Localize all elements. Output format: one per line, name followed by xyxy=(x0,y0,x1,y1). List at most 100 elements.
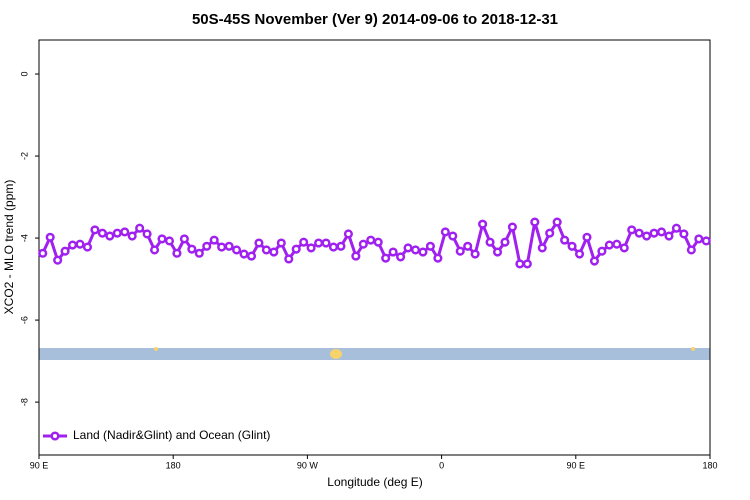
y-tick-label: -2 xyxy=(19,152,29,160)
data-point xyxy=(515,259,525,269)
data-point xyxy=(45,232,55,242)
data-point xyxy=(589,256,599,266)
data-point xyxy=(664,231,674,241)
coverage-spot xyxy=(330,349,342,359)
data-point xyxy=(120,227,130,237)
x-tick-label: 180 xyxy=(166,460,181,470)
data-point xyxy=(500,237,510,247)
data-point xyxy=(90,225,100,235)
data-point xyxy=(478,219,488,229)
data-point xyxy=(343,229,353,239)
data-point xyxy=(612,239,622,249)
data-point xyxy=(224,241,234,251)
data-point xyxy=(135,223,145,233)
data-point xyxy=(328,242,339,252)
data-point xyxy=(634,228,644,238)
data-point xyxy=(403,243,413,253)
data-point xyxy=(560,235,570,245)
data-point xyxy=(164,236,175,246)
data-point xyxy=(351,251,361,261)
data-point xyxy=(574,249,585,259)
data-point xyxy=(604,240,614,250)
data-point xyxy=(157,234,167,244)
data-point xyxy=(701,236,711,246)
x-tick-label: 90 E xyxy=(30,460,49,470)
data-point xyxy=(455,246,465,256)
data-point xyxy=(179,234,189,244)
data-point xyxy=(642,231,652,241)
data-point xyxy=(209,235,219,245)
data-point xyxy=(194,248,204,258)
data-point xyxy=(433,253,443,263)
data-point xyxy=(448,231,458,241)
data-point xyxy=(97,228,107,238)
y-tick-label: -6 xyxy=(19,316,29,324)
data-point xyxy=(694,234,704,244)
data-point xyxy=(418,247,428,257)
data-point xyxy=(105,231,115,241)
x-tick-label: 90 E xyxy=(567,460,586,470)
data-point xyxy=(269,247,279,257)
data-point xyxy=(582,232,592,242)
data-point xyxy=(246,251,257,261)
data-point xyxy=(261,245,271,255)
data-point xyxy=(112,228,122,238)
x-tick-label: 180 xyxy=(702,460,717,470)
x-tick-label: 90 W xyxy=(297,460,319,470)
data-point xyxy=(321,238,331,248)
data-point xyxy=(314,238,324,248)
coverage-spot xyxy=(154,347,158,351)
legend-label: Land (Nadir&Glint) and Ocean (Glint) xyxy=(73,428,270,442)
data-point xyxy=(671,223,682,233)
data-point xyxy=(202,241,212,251)
data-point xyxy=(492,247,503,257)
data-point xyxy=(597,246,607,256)
data-point xyxy=(552,217,562,227)
data-point xyxy=(38,248,48,258)
chart-title: 50S-45S November (Ver 9) 2014-09-06 to 2… xyxy=(192,11,558,28)
data-point xyxy=(150,245,160,255)
x-axis-label: Longitude (deg E) xyxy=(327,475,422,489)
data-point xyxy=(649,228,659,238)
data-point xyxy=(187,244,197,254)
data-point xyxy=(53,255,63,265)
data-point xyxy=(217,242,227,252)
x-tick-label: 0 xyxy=(439,460,444,470)
data-point xyxy=(276,238,286,248)
data-point xyxy=(545,228,555,238)
y-tick-label: -4 xyxy=(19,234,29,242)
y-tick-label: 0 xyxy=(19,72,29,77)
data-point xyxy=(142,229,152,239)
y-axis-label: XCO2 - MLO trend (ppm) xyxy=(2,180,16,315)
data-point xyxy=(388,247,398,257)
data-point xyxy=(537,243,547,253)
data-point xyxy=(306,243,316,253)
data-point xyxy=(425,241,435,251)
coverage-spot xyxy=(691,347,695,351)
plot-frame xyxy=(38,39,711,456)
data-point xyxy=(440,227,450,237)
data-point xyxy=(656,227,667,237)
data-point xyxy=(686,245,696,255)
data-point xyxy=(254,238,264,248)
data-point xyxy=(470,249,480,259)
legend-marker xyxy=(50,431,60,441)
data-point xyxy=(619,243,629,253)
data-point xyxy=(75,239,85,249)
data-point xyxy=(366,235,376,245)
data-point xyxy=(507,222,517,232)
data-point xyxy=(373,237,383,247)
data-point xyxy=(396,252,406,262)
data-point xyxy=(127,231,137,241)
data-point xyxy=(82,242,93,252)
data-point xyxy=(291,244,301,254)
data-point xyxy=(239,249,249,259)
data-point xyxy=(485,237,495,247)
y-tick-label: -8 xyxy=(19,398,29,406)
data-point xyxy=(299,237,309,247)
data-point xyxy=(358,239,368,249)
data-point xyxy=(567,241,577,251)
data-point xyxy=(172,248,182,258)
data-point xyxy=(410,245,421,255)
